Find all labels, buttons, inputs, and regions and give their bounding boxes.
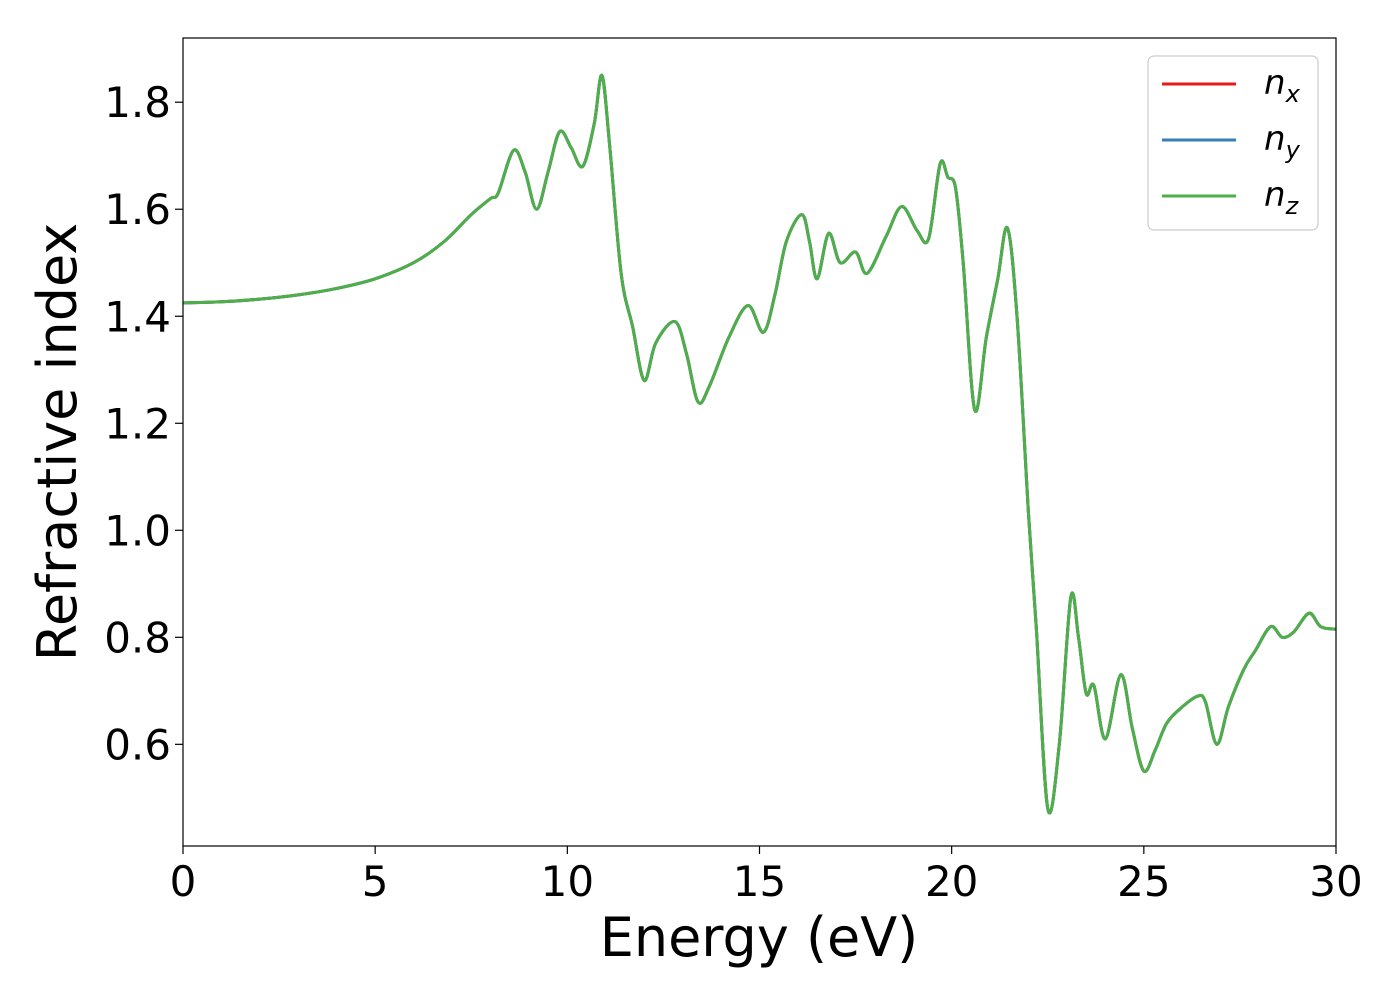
x-tick-label: 0: [170, 857, 197, 906]
legend-box: [1147, 55, 1319, 231]
y-axis-ticks: 0.6 0.8 1.0 1.2 1.4 1.6 1.8: [104, 78, 183, 769]
y-tick-label: 1.2: [104, 399, 171, 448]
legend: nx ny nz: [1147, 55, 1319, 231]
legend-label-ny: ny: [1264, 119, 1301, 164]
y-tick-label: 1.0: [104, 506, 171, 555]
series-line-nz: [183, 73, 1336, 815]
legend-entries: nx ny nz: [1162, 63, 1301, 220]
x-tick-label: 5: [362, 857, 389, 906]
x-tick-label: 20: [925, 857, 978, 906]
legend-label-nx: nx: [1264, 63, 1301, 108]
y-tick-label: 1.4: [104, 292, 171, 341]
y-tick-label: 1.6: [104, 185, 171, 234]
y-tick-label: 0.8: [104, 613, 171, 662]
x-tick-label: 10: [541, 857, 594, 906]
x-axis-label: Energy (eV): [600, 906, 919, 969]
x-tick-label: 15: [733, 857, 786, 906]
x-axis-ticks: 0 5 10 15 20 25 30: [170, 846, 1363, 906]
y-tick-label: 1.8: [104, 78, 171, 127]
x-tick-label: 25: [1117, 857, 1170, 906]
y-axis-label: Refractive index: [26, 223, 89, 662]
x-tick-label: 30: [1309, 857, 1362, 906]
legend-label-nz: nz: [1264, 175, 1300, 220]
y-tick-label: 0.6: [104, 720, 171, 769]
plot-lines: [183, 73, 1336, 815]
